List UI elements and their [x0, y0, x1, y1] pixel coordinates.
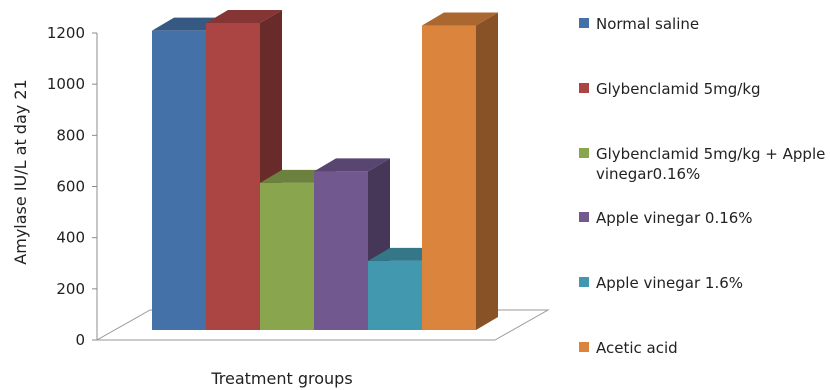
- legend-item-6: Acetic acid: [579, 339, 678, 357]
- y-tick-label: 600: [56, 178, 85, 196]
- legend-item-4: Apple vinegar 0.16%: [579, 209, 753, 227]
- bar-top: [422, 12, 498, 26]
- legend-label: Glybenclamid 5mg/kg: [596, 80, 761, 98]
- bar-front: [206, 23, 260, 330]
- bar-front: [152, 30, 206, 331]
- y-axis-title: Amylase IU/L at day 21: [11, 79, 30, 264]
- y-tick-label: 1200: [47, 24, 85, 42]
- bar-top: [314, 158, 390, 172]
- legend-swatch: [579, 83, 589, 93]
- legend-item-5: Apple vinegar 1.6%: [579, 274, 743, 292]
- legend-swatch: [579, 148, 589, 158]
- legend-swatch: [579, 212, 589, 222]
- legend-item-3: Glybenclamid 5mg/kg + Apple vinegar0.16%: [579, 145, 825, 183]
- y-tick-label: 1000: [47, 75, 85, 93]
- x-axis-title: Treatment groups: [210, 369, 352, 388]
- legend-label: Normal saline: [596, 15, 699, 33]
- legend-swatch: [579, 18, 589, 28]
- legend-swatch: [579, 277, 589, 287]
- bar-side: [476, 12, 498, 331]
- bar-front: [314, 171, 368, 330]
- y-tick-label: 800: [56, 126, 85, 144]
- bar-front: [260, 182, 314, 330]
- bar-6: [422, 12, 498, 331]
- legend-swatch: [579, 342, 589, 352]
- legend-label: Apple vinegar 1.6%: [596, 274, 743, 292]
- bar-top: [206, 10, 282, 23]
- legend-label: Acetic acid: [596, 339, 678, 357]
- legend-label: Apple vinegar 0.16%: [596, 209, 753, 227]
- legend-item-2: Glybenclamid 5mg/kg: [579, 80, 761, 98]
- legend-item-1: Normal saline: [579, 15, 699, 33]
- legend-label: vinegar0.16%: [596, 165, 700, 183]
- y-tick-label: 200: [56, 280, 85, 298]
- bar-front: [422, 25, 476, 331]
- y-tick-label: 0: [75, 331, 85, 349]
- y-tick-label: 400: [56, 229, 85, 247]
- bar-front: [368, 260, 422, 330]
- legend-label: Glybenclamid 5mg/kg + Apple: [596, 145, 825, 163]
